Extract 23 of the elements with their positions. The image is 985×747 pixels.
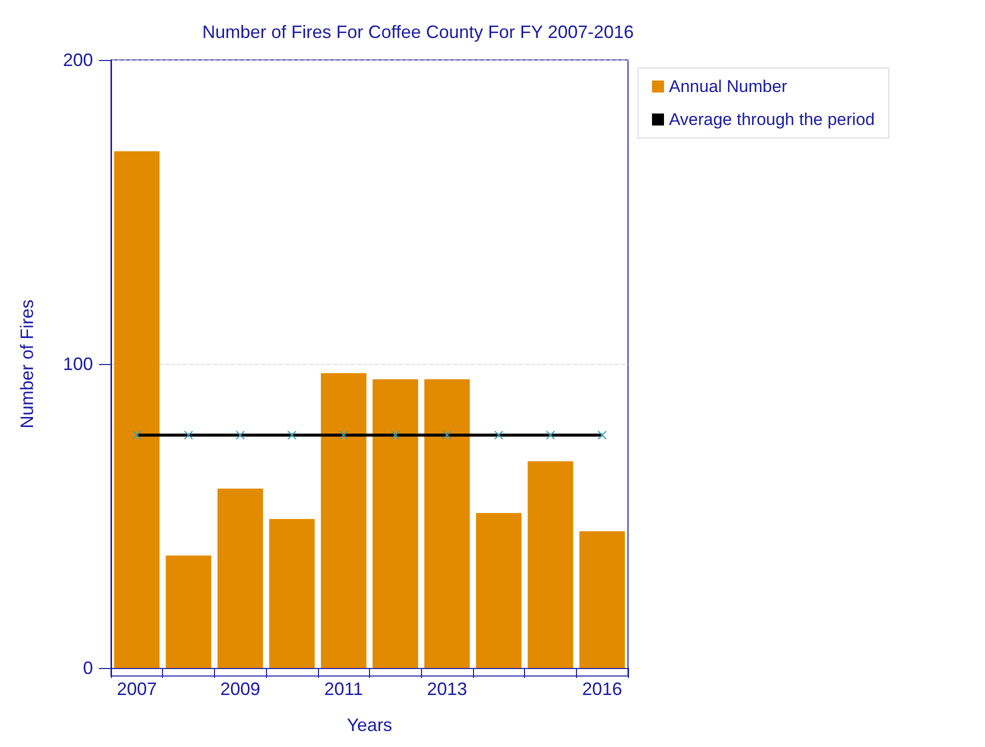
y-tick-label: 0 — [82, 658, 93, 678]
bar — [269, 519, 315, 668]
legend-label: Annual Number — [669, 77, 788, 96]
x-axis-title: Years — [346, 715, 392, 735]
bar — [320, 373, 366, 668]
legend-label: Average through the period — [669, 110, 875, 129]
bar — [528, 461, 574, 668]
y-tick-label: 200 — [62, 50, 93, 70]
chart-title: Number of Fires For Coffee County For FY 2007-2016 — [202, 22, 634, 42]
x-tick-label: 2011 — [324, 679, 364, 699]
bar — [218, 488, 263, 668]
y-tick-label: 100 — [62, 354, 93, 374]
x-tick-label: 2016 — [582, 679, 622, 699]
bar — [114, 151, 160, 668]
x-tick-label: 2009 — [220, 679, 260, 699]
x-tick-label: 2007 — [116, 679, 157, 699]
x-tick-label: 2013 — [427, 679, 468, 699]
bar — [166, 556, 212, 668]
bar — [579, 531, 625, 668]
bar — [476, 512, 522, 668]
y-axis-title: Number of Fires — [17, 299, 37, 429]
bar — [372, 379, 418, 668]
bar — [424, 379, 470, 668]
